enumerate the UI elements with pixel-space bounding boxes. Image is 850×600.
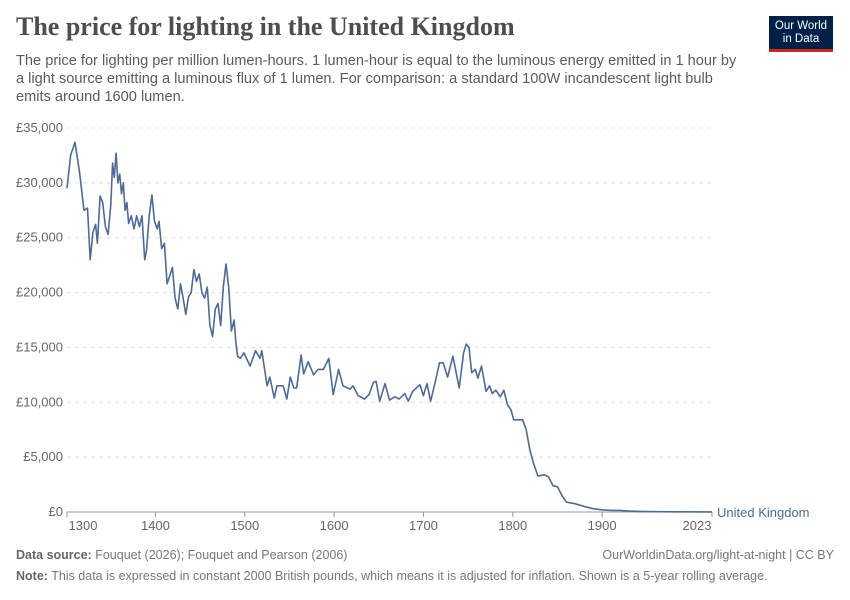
chart-subtitle: The price for lighting per million lumen… xyxy=(16,53,737,105)
x-tick-label: 1900 xyxy=(588,518,617,533)
source-label: Data source: xyxy=(16,548,92,562)
y-tick-label: £20,000 xyxy=(16,285,63,300)
logo-line-1: Our World xyxy=(774,20,828,32)
chart-title: The price for lighting in the United Kin… xyxy=(16,12,515,41)
x-tick-label: 1800 xyxy=(498,518,527,533)
y-tick-label: £0 xyxy=(49,504,63,519)
logo-line-2: in Data xyxy=(782,33,820,45)
x-tick-label: 1400 xyxy=(141,518,170,533)
y-tick-label: £25,000 xyxy=(16,230,63,245)
series-line-united-kingdom xyxy=(66,141,713,513)
x-tick-label: 2023 xyxy=(683,518,712,533)
series-label: United Kingdom xyxy=(717,505,810,520)
owid-logo[interactable]: Our World in Data xyxy=(769,16,833,52)
note-text: This data is expressed in constant 2000 … xyxy=(51,569,768,583)
y-tick-label: £15,000 xyxy=(16,339,63,354)
y-tick-label: £30,000 xyxy=(16,175,63,190)
y-tick-label: £35,000 xyxy=(16,120,63,135)
data-source: Data source: Fouquet (2026); Fouquet and… xyxy=(16,548,347,562)
note-label: Note: xyxy=(16,569,48,583)
x-tick-label: 1300 xyxy=(69,518,98,533)
y-tick-label: £10,000 xyxy=(16,394,63,409)
x-tick-label: 1600 xyxy=(320,518,349,533)
x-tick-label: 1700 xyxy=(409,518,438,533)
source-text[interactable]: Fouquet (2026); Fouquet and Pearson (200… xyxy=(95,548,348,562)
chart-note: Note: This data is expressed in constant… xyxy=(16,569,768,583)
x-tick-label: 1500 xyxy=(230,518,259,533)
source-url[interactable]: OurWorldinData.org/light-at-night | CC B… xyxy=(602,548,834,562)
y-tick-label: £5,000 xyxy=(23,449,63,464)
